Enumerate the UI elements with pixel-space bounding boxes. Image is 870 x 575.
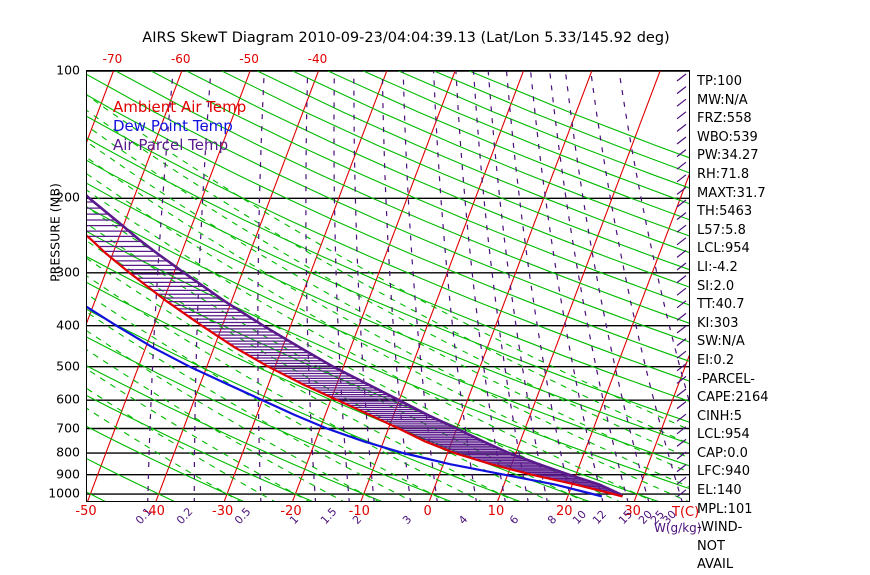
plot-area	[86, 70, 690, 502]
pressure-tick-800: 800	[56, 444, 80, 460]
index-18: CINH:5	[697, 408, 743, 424]
legend-dewpoint: Dew Point Temp	[113, 117, 233, 135]
index-6: MAXT:31.7	[697, 185, 766, 201]
bottom-temp-tick--50: -50	[75, 504, 97, 519]
skewt-grid	[87, 71, 689, 501]
pressure-tick-100: 100	[56, 62, 80, 78]
index-11: SI:2.0	[697, 278, 735, 294]
bottom-temp-tick--30: -30	[212, 504, 234, 519]
index-2: FRZ:558	[697, 111, 752, 127]
bottom-temp-tick-30: 30	[624, 504, 641, 519]
page-title: AIRS SkewT Diagram 2010-09-23/04:04:39.1…	[142, 30, 670, 46]
dewpoint-curve	[87, 305, 603, 498]
pressure-tick-300: 300	[56, 264, 80, 280]
pressure-tick-900: 900	[56, 466, 80, 482]
index-7: TH:5463	[697, 204, 753, 220]
top-temp-tick--40: -40	[307, 52, 328, 66]
index-24: -WIND-	[697, 520, 743, 536]
index-0: TP:100	[697, 74, 742, 89]
index-14: SW:N/A	[697, 334, 745, 350]
bottom-temp-tick--40: -40	[143, 504, 165, 519]
top-temp-tick--60: -60	[170, 52, 191, 66]
pressure-tick-1000: 1000	[48, 485, 80, 501]
curve-legend: Ambient Air Temp Dew Point Temp Air Parc…	[113, 98, 246, 155]
top-temp-tick--70: -70	[102, 52, 123, 66]
indices-panel: TP:100 MW:N/A FRZ:558 WBO:539 PW:34.27 RH:71.…	[697, 73, 867, 575]
pressure-tick-700: 700	[56, 420, 80, 435]
index-20: CAP:0.0	[697, 445, 748, 461]
index-16: -PARCEL-	[697, 371, 755, 387]
bottom-temp-tick--20: -20	[280, 504, 302, 519]
pressure-tick-400: 400	[56, 317, 80, 333]
ambient-temp-curve	[87, 234, 623, 498]
index-4: PW:34.27	[697, 148, 759, 164]
index-26: AVAIL	[697, 557, 734, 573]
index-10: LI:-4.2	[697, 259, 738, 275]
pressure-tick-500: 500	[56, 358, 80, 374]
index-22: EL:140	[697, 483, 742, 499]
legend-parcel: Air Parcel Temp	[113, 136, 229, 154]
parcel-temp-curve	[87, 194, 624, 498]
bottom-temp-tick-20: 20	[556, 504, 573, 519]
pressure-axis-ticks: 100 200 300 400 500 600 700 800 900 1000	[0, 0, 86, 560]
index-17: CAPE:2164	[697, 390, 769, 406]
index-5: RH:71.8	[697, 166, 750, 182]
temperature-unit-label: T(C)	[672, 505, 700, 520]
index-3: WBO:539	[697, 129, 758, 145]
legend-ambient: Ambient Air Temp	[113, 98, 247, 116]
index-1: MW:N/A	[697, 92, 748, 108]
bottom-temp-tick-10: 10	[487, 504, 505, 519]
top-temperature-axis: -70 -60 -50 -40	[0, 52, 870, 68]
index-19: LCL:954	[697, 427, 750, 443]
bottom-temp-tick--10: -10	[348, 504, 370, 519]
index-12: TT:40.7	[697, 297, 745, 313]
index-9: LCL:954	[697, 241, 750, 257]
index-25: NOT	[697, 538, 725, 554]
mixing-ratio-unit-label: W(g/kg)	[654, 521, 702, 535]
index-8: L57:5.8	[697, 222, 746, 238]
pressure-tick-200: 200	[56, 189, 80, 205]
top-temp-tick--50: -50	[239, 52, 259, 66]
index-23: MPL:101	[697, 501, 753, 517]
pressure-tick-600: 600	[56, 391, 80, 407]
index-15: EI:0.2	[697, 352, 735, 368]
sounding-curves	[87, 73, 687, 498]
index-21: LFC:940	[697, 464, 750, 480]
bottom-temperature-axis: -50 -40 -30 -20 -10 0 10 20 30	[0, 504, 870, 522]
bottom-temp-tick-0: 0	[423, 504, 432, 519]
index-13: KI:303	[697, 315, 739, 331]
y-axis-label: PRESSURE (MB)	[47, 183, 63, 282]
